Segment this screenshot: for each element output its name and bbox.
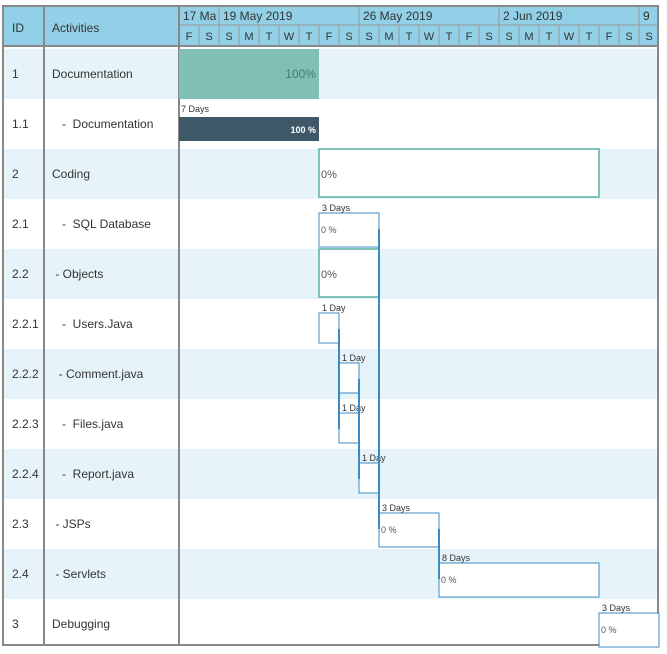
activity-name: Debugging bbox=[52, 617, 110, 631]
task-duration: 1 Day bbox=[342, 353, 366, 363]
activity-id: 1 bbox=[12, 67, 19, 81]
summary-progress: 100% bbox=[285, 67, 316, 81]
day-label: F bbox=[606, 31, 613, 43]
task-bar bbox=[438, 562, 600, 598]
day-label: T bbox=[586, 31, 593, 43]
day-label: T bbox=[266, 31, 273, 43]
day-label: T bbox=[546, 31, 553, 43]
task-bar bbox=[338, 362, 360, 394]
activity-name: - Comment.java bbox=[52, 367, 144, 381]
day-label: S bbox=[225, 31, 232, 43]
row-background bbox=[3, 449, 658, 499]
week-label: 26 May 2019 bbox=[363, 9, 433, 23]
activity-name: Coding bbox=[52, 167, 90, 181]
row-background bbox=[3, 349, 658, 399]
week-label: 17 Ma bbox=[183, 9, 217, 23]
task-progress: 0 % bbox=[321, 225, 337, 235]
dependency-links bbox=[338, 229, 440, 579]
week-label: 9 bbox=[643, 9, 650, 23]
task-duration: 1 Day bbox=[362, 453, 386, 463]
day-label: F bbox=[466, 31, 473, 43]
task-bar-documentation bbox=[179, 117, 319, 141]
task-duration: 3 Days bbox=[382, 503, 411, 513]
summary-progress: 0% bbox=[321, 169, 337, 181]
activity-id: 2.2.1 bbox=[12, 317, 39, 331]
task-duration: 3 Days bbox=[602, 603, 631, 613]
task-bar bbox=[358, 462, 380, 494]
activity-name: Documentation bbox=[52, 67, 133, 81]
day-label: S bbox=[505, 31, 512, 43]
day-label: S bbox=[625, 31, 632, 43]
activity-id: 2.2 bbox=[12, 267, 29, 281]
activity-name: - JSPs bbox=[52, 517, 91, 531]
task-bar bbox=[318, 312, 340, 344]
activity-name: - Report.java bbox=[52, 467, 134, 481]
activity-id: 1.1 bbox=[12, 117, 29, 131]
activity-labels: 1 Documentation 1.1 - Documentation 2 Coding… bbox=[12, 67, 153, 631]
activity-name: - Servlets bbox=[52, 567, 106, 581]
summary-bar bbox=[318, 148, 600, 198]
task-duration: 3 Days bbox=[322, 203, 351, 213]
activity-id: 3 bbox=[12, 617, 19, 631]
task-progress: 0 % bbox=[381, 525, 397, 535]
header-background bbox=[3, 6, 658, 46]
activity-id: 2.2.4 bbox=[12, 467, 39, 481]
task-bar bbox=[598, 612, 660, 648]
day-label: T bbox=[446, 31, 453, 43]
task-duration: 1 Day bbox=[342, 403, 366, 413]
id-column-header: ID bbox=[12, 21, 24, 35]
day-label: F bbox=[326, 31, 333, 43]
day-label: F bbox=[186, 31, 193, 43]
activity-id: 2.2.3 bbox=[12, 417, 39, 431]
task-duration: 1 Day bbox=[322, 303, 346, 313]
summary-progress: 0% bbox=[321, 269, 337, 281]
activity-name: - Documentation bbox=[52, 117, 153, 131]
day-label: S bbox=[365, 31, 372, 43]
week-label: 2 Jun 2019 bbox=[503, 9, 563, 23]
week-label: 19 May 2019 bbox=[223, 9, 293, 23]
grid-lines bbox=[2, 5, 659, 646]
row-background bbox=[3, 49, 658, 99]
day-label: M bbox=[384, 31, 393, 43]
task-bar bbox=[338, 412, 360, 444]
activity-name: - Files.java bbox=[52, 417, 124, 431]
day-label: T bbox=[406, 31, 413, 43]
day-label: S bbox=[345, 31, 352, 43]
activity-id: 2.3 bbox=[12, 517, 29, 531]
summary-bar-documentation bbox=[179, 49, 319, 99]
activity-name: - Objects bbox=[52, 267, 103, 281]
task-bar bbox=[318, 212, 380, 248]
table-frame bbox=[2, 5, 659, 646]
day-label: W bbox=[424, 31, 435, 43]
task-progress: 0 % bbox=[441, 575, 457, 585]
day-label: S bbox=[205, 31, 212, 43]
task-bars: 100% 100 % 7 Days 0% 3 Days 0 % 0% 1 Day 1 Day 1 … bbox=[179, 49, 660, 648]
task-duration: 8 Days bbox=[442, 553, 471, 563]
task-progress: 0 % bbox=[601, 625, 617, 635]
summary-bar bbox=[318, 248, 380, 298]
task-duration: 7 Days bbox=[181, 104, 210, 114]
activity-id: 2.1 bbox=[12, 217, 29, 231]
timeline-header: ID Activities 17 Ma 19 May 2019 26 May 201… bbox=[3, 6, 658, 46]
day-label: M bbox=[524, 31, 533, 43]
task-bar bbox=[378, 512, 440, 548]
day-label: W bbox=[564, 31, 575, 43]
activity-id: 2.4 bbox=[12, 567, 29, 581]
day-label: T bbox=[306, 31, 313, 43]
day-label: W bbox=[284, 31, 295, 43]
day-label: M bbox=[244, 31, 253, 43]
activity-id: 2 bbox=[12, 167, 19, 181]
day-label: S bbox=[485, 31, 492, 43]
activity-name: - SQL Database bbox=[52, 217, 151, 231]
activity-id: 2.2.2 bbox=[12, 367, 39, 381]
task-progress: 100 % bbox=[290, 125, 316, 135]
activities-column-header: Activities bbox=[52, 21, 99, 35]
activity-name: - Users.Java bbox=[52, 317, 133, 331]
day-label: S bbox=[645, 31, 652, 43]
